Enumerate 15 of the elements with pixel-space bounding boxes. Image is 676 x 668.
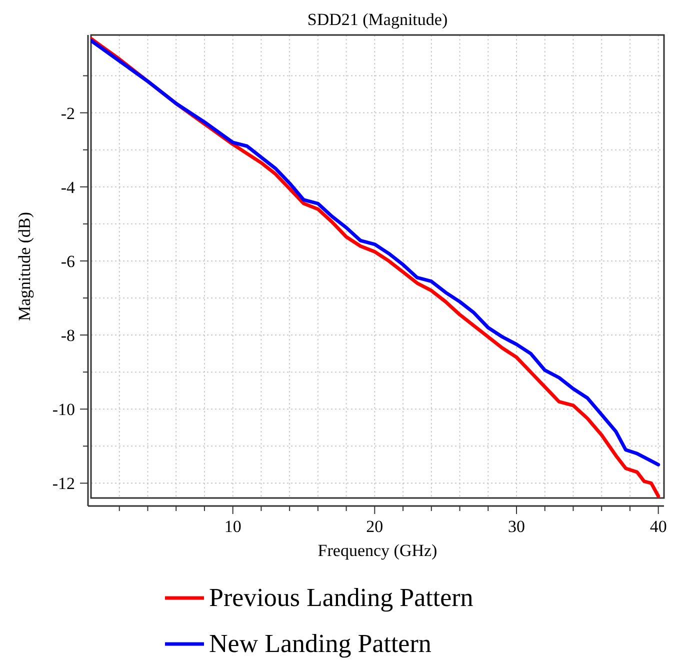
y-tick-label: -6 (60, 252, 75, 271)
y-tick-label: -8 (60, 326, 75, 346)
chart-title: SDD21 (Magnitude) (307, 10, 448, 29)
y-tick-label: -12 (52, 474, 75, 494)
legend-label: Previous Landing Pattern (209, 583, 474, 612)
x-axis-title: Frequency (GHz) (318, 541, 438, 560)
x-tick-label: 30 (508, 517, 525, 536)
y-tick-label: -4 (60, 178, 76, 197)
x-tick-label: 40 (650, 517, 667, 536)
legend-label: New Landing Pattern (209, 629, 432, 658)
x-tick-label: 10 (224, 517, 242, 536)
y-axis-title: Magnitude (dB) (15, 212, 34, 322)
y-tick-label: -10 (52, 400, 75, 420)
y-tick-label: -2 (60, 104, 75, 123)
x-tick-label: 20 (366, 517, 384, 536)
